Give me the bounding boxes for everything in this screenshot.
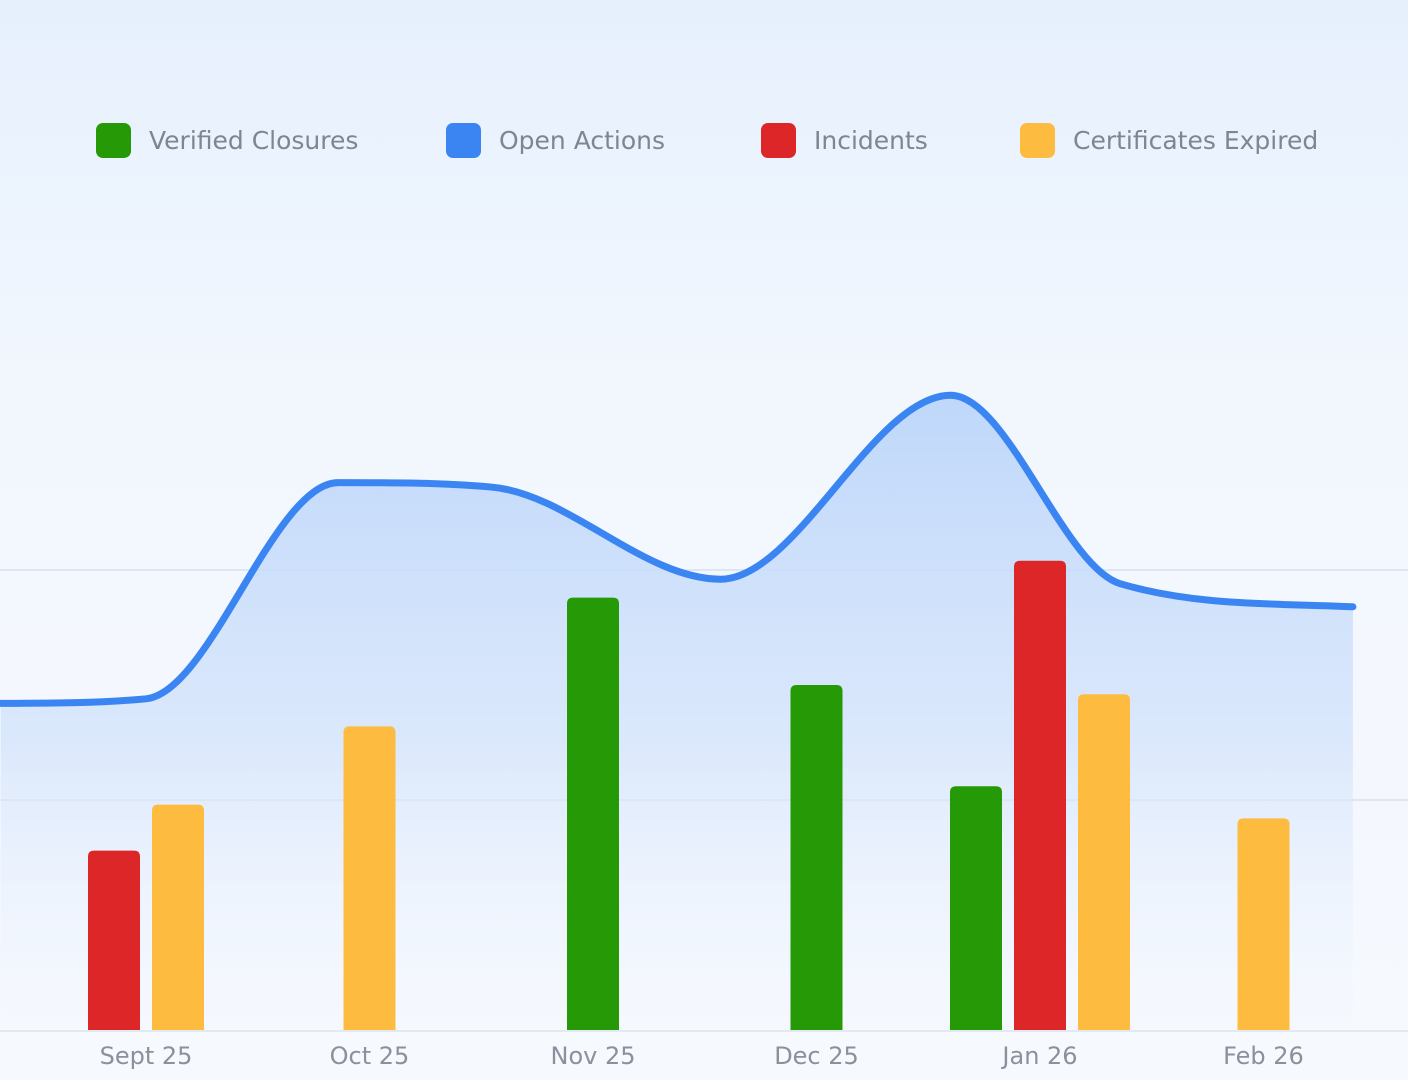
x-tick-label-feb-26: Feb 26 xyxy=(1223,1042,1304,1070)
legend-item-open-actions: Open Actions xyxy=(446,118,665,162)
legend-label-incidents: Incidents xyxy=(814,125,928,155)
legend-swatch-certificates-expired xyxy=(1020,122,1055,158)
x-tick-label-sept-25: Sept 25 xyxy=(100,1042,193,1070)
x-tick-label-jan-26: Jan 26 xyxy=(1000,1042,1077,1070)
legend-label-open-actions: Open Actions xyxy=(499,125,666,155)
legend-swatch-open-actions xyxy=(446,122,481,158)
legend-swatch-incidents xyxy=(761,122,796,158)
bar-certificates-expired-feb-26 xyxy=(1237,818,1290,1030)
legend-item-incidents: Incidents xyxy=(761,118,928,162)
legend-label-verified-closures: Verified Closures xyxy=(149,125,359,155)
x-tick-label-dec-25: Dec 25 xyxy=(774,1042,859,1070)
bar-certificates-expired-sept-25 xyxy=(152,804,204,1030)
legend-label-certificates-expired: Certificates Expired xyxy=(1073,125,1319,155)
bar-incidents-jan-26 xyxy=(1014,560,1066,1030)
x-tick-label-oct-25: Oct 25 xyxy=(330,1042,410,1070)
bar-certificates-expired-jan-26 xyxy=(1078,694,1130,1030)
x-axis-ticks: Sept 25 Oct 25 Nov 25 Dec 25 Jan 26 Feb 26 xyxy=(100,1042,1304,1070)
x-tick-label-nov-25: Nov 25 xyxy=(550,1042,635,1070)
bar-certificates-expired-oct-25 xyxy=(343,726,396,1030)
bar-incidents-sept-25 xyxy=(88,850,140,1030)
legend-swatch-verified-closures xyxy=(96,122,131,158)
bars xyxy=(88,560,1290,1030)
bar-verified-closures-dec-25 xyxy=(790,685,843,1030)
open-actions-line xyxy=(0,391,1357,707)
legend-item-verified-closures: Verified Closures xyxy=(96,118,358,162)
chart-legend: Verified Closures Open Actions Incidents… xyxy=(0,118,1408,162)
bar-verified-closures-nov-25 xyxy=(567,597,619,1030)
open-actions-line-layer xyxy=(0,391,1357,707)
bar-verified-closures-jan-26 xyxy=(950,786,1002,1030)
legend-item-certificates-expired: Certificates Expired xyxy=(1020,118,1318,162)
